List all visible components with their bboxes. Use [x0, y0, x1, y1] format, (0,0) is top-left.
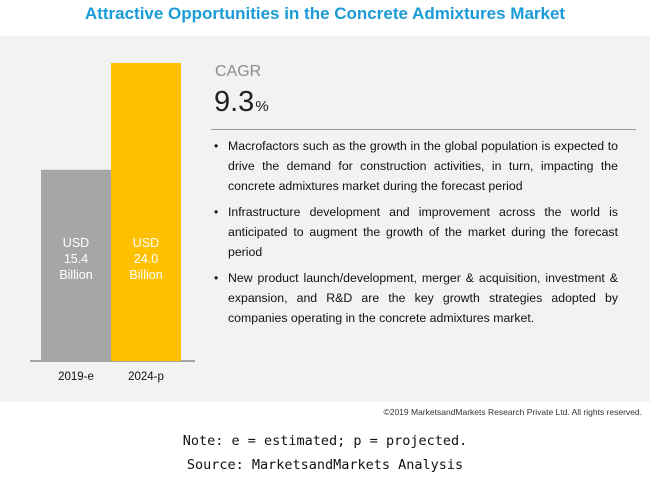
key-point-1: • Macrofactors such as the growth in the …: [214, 136, 618, 196]
page-title: Attractive Opportunities in the Concrete…: [84, 4, 566, 23]
copyright-notice: ©2019 MarketsandMarkets Research Private…: [383, 407, 642, 417]
bullet-point-icon: •: [214, 139, 219, 153]
bar-value-label: USD: [63, 236, 89, 250]
key-point-3: • New product launch/development, merger …: [214, 268, 618, 328]
key-point-2: • Infrastructure development and improvem…: [214, 202, 618, 262]
bar-2019-e: [41, 169, 111, 361]
cagr-divider: [211, 129, 636, 130]
x-tick-label: 2019-e: [58, 371, 94, 383]
bar-2024-p: [111, 63, 181, 361]
source-line: Source: MarketsandMarkets Analysis: [186, 457, 464, 473]
key-points-list: • Macrofactors such as the growth in the …: [214, 136, 618, 334]
cagr-label: CAGR: [215, 63, 262, 80]
cagr-value: 9.3%: [214, 86, 269, 119]
x-tick-label: 2024-p: [128, 371, 164, 383]
bar-value-label: Billion: [129, 268, 162, 282]
footnote: Note: e = estimated; p = projected.: [182, 433, 468, 449]
bar-value-label: Billion: [59, 268, 92, 282]
bar-chart: USD 15.4 Billion 2019-e USD 24.0 Billion 2024-p: [30, 63, 195, 383]
key-point-3-text: New product launch/development, merger &…: [228, 271, 618, 325]
bullet-point-icon: •: [214, 271, 219, 285]
cagr-unit: %: [255, 98, 269, 115]
key-point-2-text: Infrastructure development and improveme…: [228, 205, 618, 259]
bar-value-label: USD: [133, 236, 159, 250]
cagr-number: 9.3: [214, 86, 255, 118]
bullet-point-icon: •: [214, 205, 219, 219]
bar-value-label: 24.0: [134, 252, 158, 266]
bar-value-label: 15.4: [64, 252, 88, 266]
key-point-1-text: Macrofactors such as the growth in the g…: [228, 139, 618, 193]
